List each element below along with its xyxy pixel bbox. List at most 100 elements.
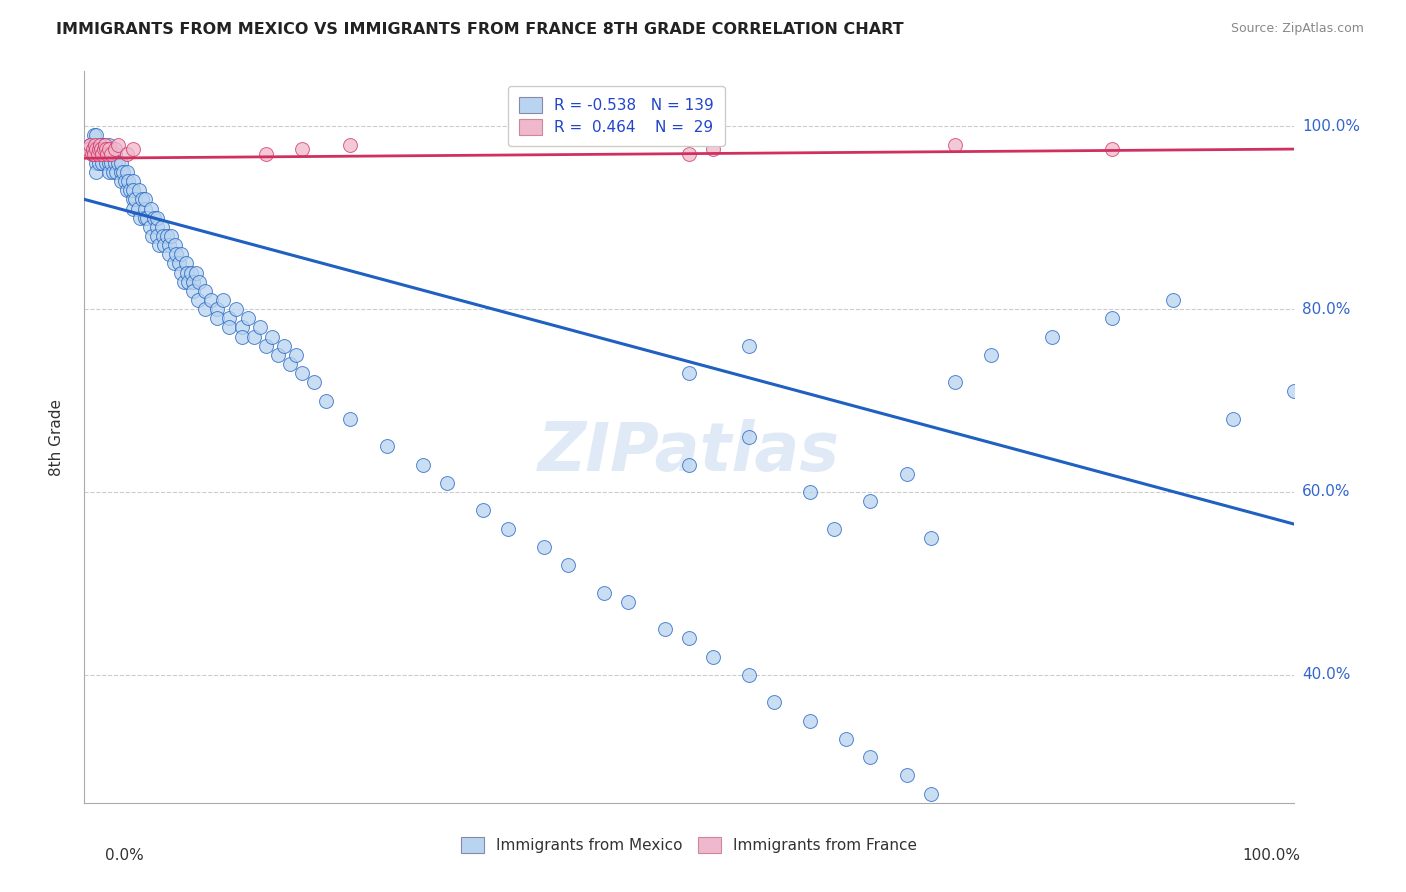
Point xyxy=(127,202,149,216)
Point xyxy=(86,165,108,179)
Point xyxy=(678,146,700,161)
Point xyxy=(129,211,152,225)
Point xyxy=(188,275,211,289)
Point xyxy=(339,137,361,152)
Point xyxy=(267,348,290,362)
Point xyxy=(1101,311,1123,326)
Point xyxy=(617,594,640,608)
Point xyxy=(91,155,114,169)
Point xyxy=(152,228,174,243)
Text: ZIPatlas: ZIPatlas xyxy=(538,418,839,484)
Point xyxy=(177,275,200,289)
Point xyxy=(87,155,110,169)
Point xyxy=(165,238,187,252)
Point xyxy=(150,219,173,234)
Point xyxy=(207,311,229,326)
Point xyxy=(738,338,761,352)
Point xyxy=(91,146,114,161)
Point xyxy=(97,155,120,169)
Point xyxy=(121,183,143,197)
Point xyxy=(86,146,108,161)
Point xyxy=(823,521,845,535)
Point xyxy=(86,146,108,161)
Text: 0.0%: 0.0% xyxy=(105,848,145,863)
Point xyxy=(678,632,700,646)
Point xyxy=(859,494,882,508)
Point xyxy=(231,320,253,334)
Point xyxy=(167,256,190,270)
Point xyxy=(176,266,198,280)
Point xyxy=(835,731,858,746)
Point xyxy=(90,137,112,152)
Point xyxy=(131,192,153,206)
Point xyxy=(115,146,138,161)
Point xyxy=(194,301,217,317)
Point xyxy=(194,284,217,298)
Point xyxy=(762,695,785,709)
Point xyxy=(141,228,163,243)
Point xyxy=(104,155,127,169)
Point xyxy=(799,714,821,728)
Point xyxy=(121,142,143,156)
Point xyxy=(115,183,138,197)
Point xyxy=(148,238,170,252)
Point xyxy=(83,146,105,161)
Point xyxy=(207,301,229,317)
Point xyxy=(260,329,283,343)
Point xyxy=(97,146,120,161)
Point xyxy=(84,137,107,152)
Point xyxy=(89,137,111,152)
Point xyxy=(87,142,110,156)
Text: 80.0%: 80.0% xyxy=(1302,301,1350,317)
Point xyxy=(302,375,325,389)
Text: IMMIGRANTS FROM MEXICO VS IMMIGRANTS FROM FRANCE 8TH GRADE CORRELATION CHART: IMMIGRANTS FROM MEXICO VS IMMIGRANTS FRO… xyxy=(56,22,904,37)
Point xyxy=(412,458,434,472)
Point xyxy=(231,329,253,343)
Point xyxy=(134,192,156,206)
Point xyxy=(117,174,139,188)
Point xyxy=(139,202,162,216)
Point xyxy=(97,142,120,156)
Point xyxy=(107,155,129,169)
Legend: Immigrants from Mexico, Immigrants from France: Immigrants from Mexico, Immigrants from … xyxy=(453,830,925,861)
Point xyxy=(86,128,108,143)
Point xyxy=(80,146,103,161)
Point xyxy=(136,211,159,225)
Point xyxy=(702,142,724,156)
Point xyxy=(1161,293,1184,307)
Point xyxy=(187,293,209,307)
Point xyxy=(110,155,132,169)
Point xyxy=(165,247,187,261)
Text: 100.0%: 100.0% xyxy=(1243,848,1301,863)
Point xyxy=(93,137,115,152)
Point xyxy=(173,275,195,289)
Point xyxy=(278,357,301,371)
Point xyxy=(533,540,555,554)
Point xyxy=(943,137,966,152)
Point xyxy=(104,146,127,161)
Point xyxy=(170,266,193,280)
Point xyxy=(181,275,204,289)
Point xyxy=(738,667,761,681)
Point xyxy=(678,458,700,472)
Point xyxy=(128,183,150,197)
Point xyxy=(96,146,118,161)
Point xyxy=(896,467,918,481)
Point xyxy=(79,137,101,152)
Point xyxy=(593,585,616,599)
Point xyxy=(218,320,240,334)
Point xyxy=(82,142,104,156)
Point xyxy=(82,146,104,161)
Point xyxy=(97,165,120,179)
Point xyxy=(200,293,222,307)
Point xyxy=(107,137,129,152)
Point xyxy=(138,219,160,234)
Point xyxy=(225,301,247,317)
Point xyxy=(212,293,235,307)
Point xyxy=(121,202,143,216)
Point xyxy=(146,211,169,225)
Point xyxy=(291,366,314,380)
Point xyxy=(254,146,277,161)
Text: 100.0%: 100.0% xyxy=(1302,119,1360,134)
Point xyxy=(1040,329,1063,343)
